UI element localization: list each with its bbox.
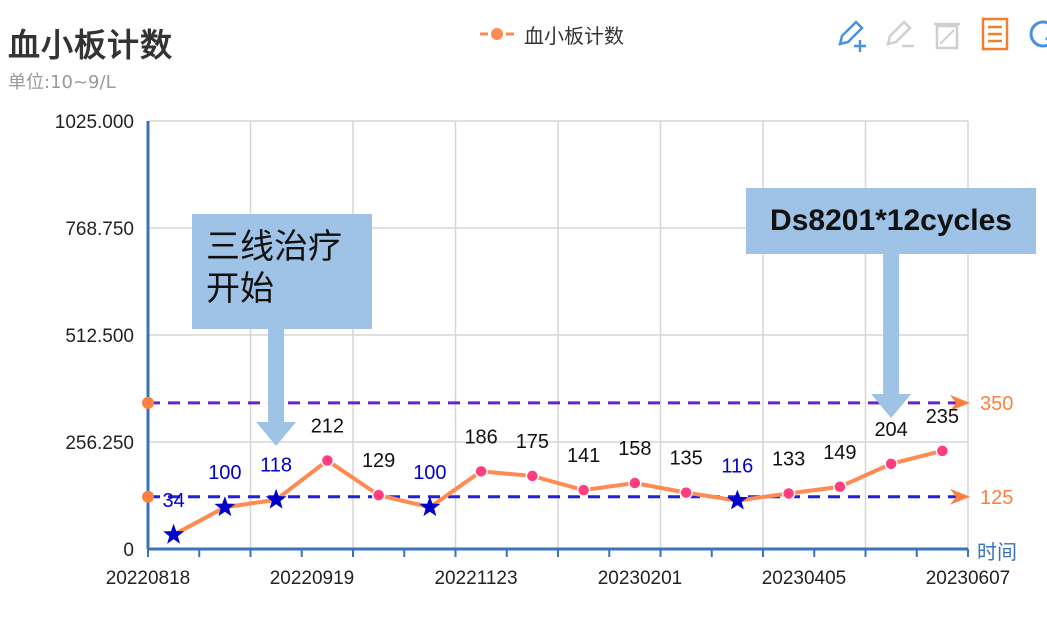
unit-label: 单位:10~9/L xyxy=(8,72,116,93)
toolbox xyxy=(834,16,1047,52)
x-tick-label: 20230607 xyxy=(926,568,1011,589)
data-point xyxy=(781,486,796,501)
data-point-star xyxy=(214,496,236,517)
data-view-icon[interactable] xyxy=(978,16,1012,52)
data-label: 175 xyxy=(516,431,549,453)
data-point-star xyxy=(163,523,185,544)
legend-line-icon xyxy=(480,28,514,40)
data-label: 118 xyxy=(260,455,292,477)
data-label: 204 xyxy=(874,419,907,441)
data-label: 186 xyxy=(464,426,497,448)
data-point-star xyxy=(265,488,287,509)
reference-line-label: 350 xyxy=(980,393,1013,415)
data-label: 100 xyxy=(208,462,241,484)
data-label: 135 xyxy=(669,448,702,470)
series-line xyxy=(172,448,943,537)
clear-icon[interactable] xyxy=(930,16,964,52)
data-point-star xyxy=(419,496,441,517)
y-tick-label: 1025.000 xyxy=(55,112,134,133)
y-tick-label: 0 xyxy=(123,540,134,561)
data-point xyxy=(935,444,950,458)
data-point xyxy=(833,480,847,494)
x-tick-label: 20221123 xyxy=(434,568,517,589)
data-label: 141 xyxy=(567,445,600,467)
annotation-ds8201: Ds8201*12cycles xyxy=(746,188,1036,254)
chart-title: 血小板计数 xyxy=(8,26,174,64)
annotation-arrow-left-shaft xyxy=(268,329,285,424)
data-point xyxy=(474,464,488,479)
x-tick-label: 20220818 xyxy=(106,568,191,589)
data-point xyxy=(525,469,540,483)
x-axis-name: 时间 xyxy=(977,540,1017,564)
data-label: 158 xyxy=(618,438,651,460)
reference-arrow xyxy=(950,488,970,505)
annotation-therapy-start: 三线治疗 开始 xyxy=(192,214,372,329)
edit-plus-icon[interactable] xyxy=(834,16,868,52)
y-tick-label: 768.750 xyxy=(65,219,134,240)
annotation-arrow-right-head xyxy=(871,394,912,418)
x-tick-label: 20230201 xyxy=(598,568,683,589)
data-point-star xyxy=(726,489,748,510)
reference-line-label: 125 xyxy=(980,487,1013,509)
annotation-arrow-right-shaft xyxy=(883,254,900,396)
reference-line-start xyxy=(142,396,154,409)
data-label: 34 xyxy=(163,490,185,512)
reference-arrow xyxy=(950,394,970,411)
legend-label: 血小板计数 xyxy=(524,23,624,48)
refresh-icon[interactable] xyxy=(1026,16,1047,52)
y-tick-label: 512.500 xyxy=(65,326,134,347)
data-point xyxy=(679,485,693,500)
data-label: 212 xyxy=(311,415,344,437)
edit-minus-icon[interactable] xyxy=(882,16,916,52)
data-label: 133 xyxy=(772,448,805,470)
data-label: 149 xyxy=(823,442,856,464)
legend-item[interactable]: 血小板计数 xyxy=(478,20,624,48)
data-point xyxy=(320,453,335,468)
data-label: 129 xyxy=(362,450,395,472)
y-tick-label: 256.250 xyxy=(65,433,134,454)
data-point xyxy=(628,476,642,490)
x-tick-label: 20220919 xyxy=(270,568,355,589)
data-label: 235 xyxy=(926,406,959,428)
reference-line-start xyxy=(142,490,154,503)
data-point xyxy=(576,483,591,497)
data-point xyxy=(371,488,386,502)
data-point xyxy=(884,457,898,471)
data-label: 116 xyxy=(721,456,753,478)
data-label: 100 xyxy=(413,462,446,484)
annotation-arrow-left-head xyxy=(256,422,297,446)
x-tick-label: 20230405 xyxy=(762,568,847,589)
